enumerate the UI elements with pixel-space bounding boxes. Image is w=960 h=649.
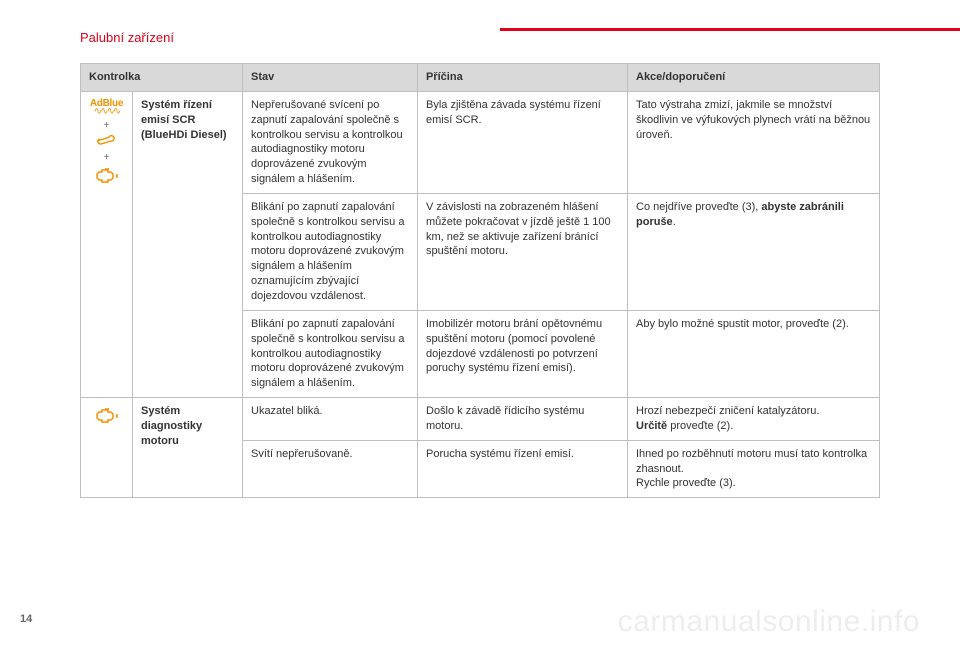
table-header-row: Kontrolka Stav Příčina Akce/doporučení bbox=[81, 64, 880, 92]
col-header-pricina: Příčina bbox=[418, 64, 628, 92]
cell-pricina: Došlo k závadě řídicího systému motoru. bbox=[418, 398, 628, 441]
warning-lights-table: Kontrolka Stav Příčina Akce/doporučení A… bbox=[80, 63, 880, 498]
akce-bold: Určitě bbox=[636, 420, 667, 432]
manual-page: Palubní zařízení Kontrolka Stav Příčina … bbox=[0, 0, 960, 649]
icon-cell-engine bbox=[81, 398, 133, 498]
cell-pricina: Byla zjištěna závada systému řízení emis… bbox=[418, 91, 628, 193]
akce-line2: Rychle proveďte (3). bbox=[636, 477, 736, 489]
cell-stav: Blikání po zapnutí zapalování společně s… bbox=[243, 193, 418, 310]
col-header-akce: Akce/doporučení bbox=[628, 64, 880, 92]
cell-akce: Aby bylo možné spustit motor, proveďte (… bbox=[628, 310, 880, 397]
table-row: AdBlue ∿∿∿∿ + + Systém řízení emisí SCR … bbox=[81, 91, 880, 193]
akce-prefix: Co nejdříve proveďte (3), bbox=[636, 201, 761, 213]
akce-line2-suffix: proveďte (2). bbox=[667, 420, 733, 432]
plus-icon: + bbox=[89, 152, 124, 164]
scr-icon-stack: AdBlue ∿∿∿∿ + + bbox=[89, 98, 124, 184]
akce-line1: Ihned po rozběhnutí motoru musí tato kon… bbox=[636, 448, 867, 475]
akce-line1: Hrozí nebezpečí zničení katalyzátoru. bbox=[636, 405, 819, 417]
cell-akce: Ihned po rozběhnutí motoru musí tato kon… bbox=[628, 440, 880, 498]
system-name-engine: Systém diagnostiky motoru bbox=[133, 398, 243, 498]
icon-cell-scr: AdBlue ∿∿∿∿ + + bbox=[81, 91, 133, 397]
cell-akce: Hrozí nebezpečí zničení katalyzátoru. Urč… bbox=[628, 398, 880, 441]
engine-icon-stack bbox=[89, 406, 124, 424]
wrench-icon bbox=[96, 134, 118, 150]
col-header-kontrolka: Kontrolka bbox=[81, 64, 243, 92]
engine-icon bbox=[95, 406, 119, 424]
plus-icon: + bbox=[89, 120, 124, 132]
cell-pricina: V závislosti na zobrazeném hlášení můžet… bbox=[418, 193, 628, 310]
cell-stav: Ukazatel bliká. bbox=[243, 398, 418, 441]
page-number: 14 bbox=[20, 613, 32, 625]
system-name-scr: Systém řízení emisí SCR (BlueHDi Diesel) bbox=[133, 91, 243, 397]
col-header-stav: Stav bbox=[243, 64, 418, 92]
cell-stav: Blikání po zapnutí zapalování společně s… bbox=[243, 310, 418, 397]
watermark: carmanualsonline.info bbox=[618, 605, 920, 639]
cell-akce: Co nejdříve proveďte (3), abyste zabráni… bbox=[628, 193, 880, 310]
cell-stav: Svítí nepřerušovaně. bbox=[243, 440, 418, 498]
engine-icon bbox=[95, 166, 119, 184]
section-title: Palubní zařízení bbox=[80, 30, 880, 45]
akce-suffix: . bbox=[673, 216, 676, 228]
cell-stav: Nepřerušované svícení po zapnutí zapalov… bbox=[243, 91, 418, 193]
cell-pricina: Imobilizér motoru brání opětovnému spušt… bbox=[418, 310, 628, 397]
wave-icon: ∿∿∿∿ bbox=[89, 106, 124, 118]
table-row: Systém diagnostiky motoru Ukazatel bliká… bbox=[81, 398, 880, 441]
header-red-bar bbox=[500, 28, 960, 31]
cell-pricina: Porucha systému řízení emisí. bbox=[418, 440, 628, 498]
cell-akce: Tato výstraha zmizí, jakmile se množství… bbox=[628, 91, 880, 193]
